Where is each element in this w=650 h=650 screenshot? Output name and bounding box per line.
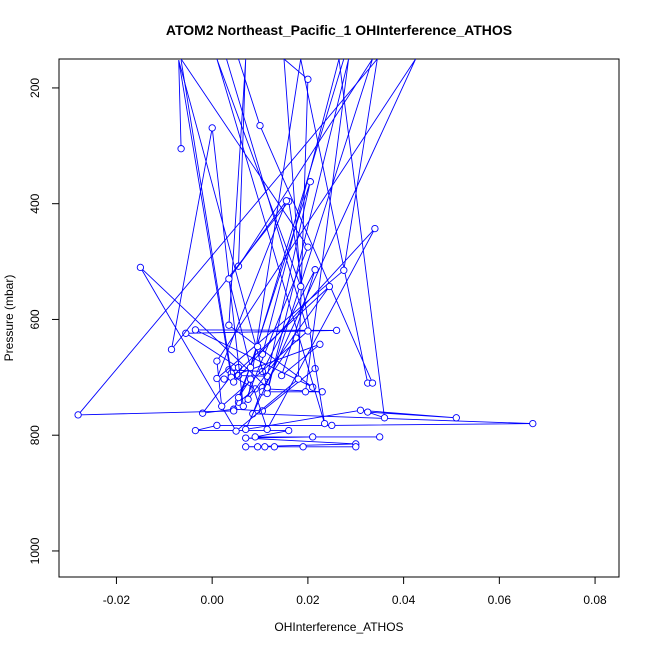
data-point: [246, 363, 255, 372]
data-point: [340, 266, 348, 274]
data-point: [304, 243, 312, 251]
data-point: [258, 350, 267, 358]
data-point: [242, 425, 250, 434]
data-point: [297, 282, 305, 291]
data-point: [309, 433, 317, 441]
data-point: [304, 327, 312, 335]
data-point: [230, 407, 238, 415]
data-point: [356, 406, 365, 414]
data-point: [364, 408, 372, 416]
data-point: [198, 409, 207, 417]
data-point: [316, 340, 324, 348]
data-point: [191, 426, 200, 435]
data-point: [242, 443, 250, 451]
data-point: [246, 375, 255, 383]
x-tick-label: 0.00: [200, 593, 224, 607]
data-point: [529, 419, 537, 428]
data-point: [301, 388, 310, 396]
x-tick-label: 0.02: [296, 593, 320, 607]
data-point: [251, 433, 259, 441]
y-tick-label: 1000: [28, 537, 42, 564]
data-point: [213, 357, 221, 365]
data-point: [371, 224, 379, 233]
data-point: [368, 379, 377, 387]
data-point: [320, 419, 329, 428]
data-point: [380, 414, 389, 422]
series-line: [140, 59, 326, 432]
data-point: [136, 263, 145, 272]
data-point: [242, 434, 250, 442]
data-point: [225, 321, 233, 329]
data-point: [376, 433, 384, 441]
data-point: [244, 395, 252, 403]
data-point: [182, 329, 190, 337]
series-line: [178, 59, 374, 400]
data-point: [234, 371, 243, 380]
data-point: [191, 326, 200, 334]
data-point: [332, 326, 341, 335]
series-7: [74, 59, 379, 434]
data-point: [232, 427, 240, 435]
x-axis-label: OHInterference_ATHOS: [274, 620, 403, 634]
data-point: [74, 411, 82, 419]
x-tick-label: 0.04: [392, 593, 416, 607]
data-point: [253, 342, 262, 351]
series-5: [177, 59, 377, 403]
y-tick-label: 800: [28, 425, 42, 445]
x-axis: -0.02 0.00 0.02 0.04 0.06 0.08: [103, 576, 607, 607]
y-axis-label: Pressure (mbar): [2, 275, 16, 362]
data-point: [311, 266, 319, 274]
y-tick-label: 200: [28, 78, 42, 98]
data-point: [325, 282, 334, 291]
plot-area: [74, 59, 537, 451]
data-point: [352, 443, 360, 451]
data-point: [234, 393, 243, 402]
data-point: [452, 414, 460, 422]
series-line: [216, 59, 457, 430]
data-point: [225, 275, 233, 283]
y-tick-label: 400: [28, 193, 42, 213]
data-point: [263, 425, 271, 434]
data-point: [208, 124, 216, 132]
series-4: [136, 59, 329, 435]
data-point: [318, 388, 326, 396]
data-point: [285, 426, 293, 435]
data-point: [230, 378, 238, 386]
data-point: [270, 443, 279, 451]
data-point: [294, 375, 302, 383]
chart-title: ATOM2 Northeast_Pacific_1 OHInterference…: [166, 22, 512, 38]
data-point: [177, 145, 185, 153]
data-point: [213, 374, 221, 383]
data-point: [299, 443, 307, 451]
data-point: [218, 402, 226, 410]
data-point: [167, 345, 176, 354]
data-point: [239, 402, 247, 410]
y-axis: 200 400 600 800 1000: [28, 78, 60, 564]
data-point: [220, 375, 228, 383]
series-3: [180, 59, 373, 398]
data-point: [282, 197, 291, 205]
data-point: [328, 421, 336, 430]
data-point: [253, 443, 262, 451]
x-tick-label: -0.02: [103, 593, 131, 607]
x-tick-label: 0.08: [583, 593, 607, 607]
y-tick-label: 600: [28, 309, 42, 329]
data-point: [256, 121, 264, 130]
series-line: [180, 59, 373, 394]
x-tick-label: 0.06: [488, 593, 512, 607]
data-point: [261, 443, 269, 451]
data-point: [213, 421, 221, 430]
